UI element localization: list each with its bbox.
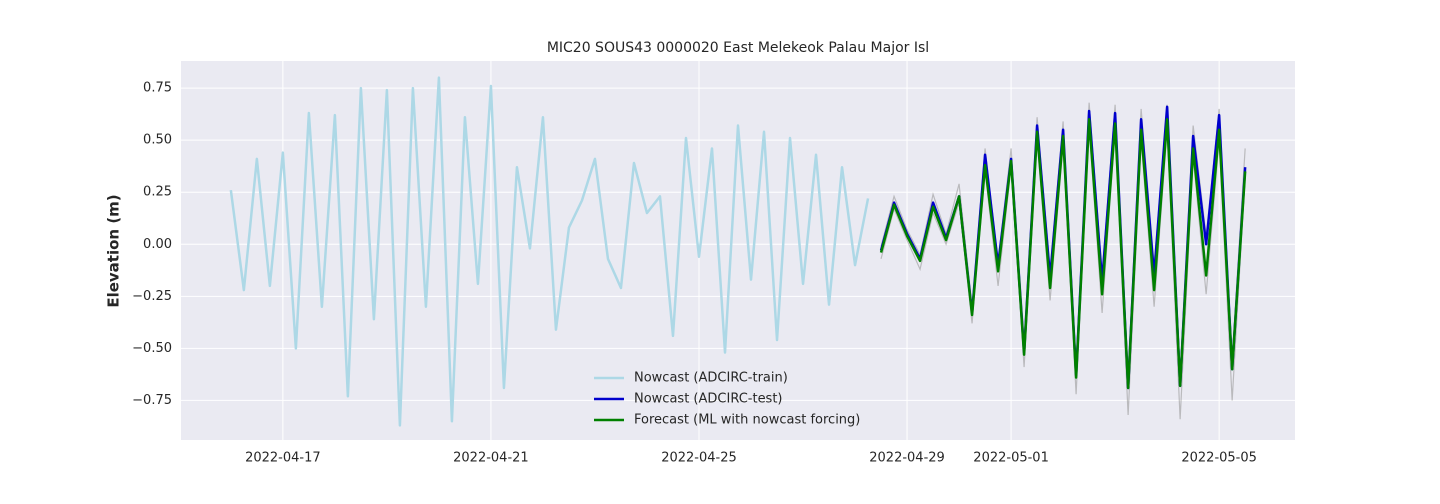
x-tick-label: 2022-04-29 — [869, 451, 945, 466]
y-tick-label: 0.25 — [143, 185, 172, 200]
series-line — [879, 118, 1247, 390]
x-tick-label: 2022-04-17 — [245, 451, 321, 466]
y-axis-label: Elevation (m) — [105, 194, 123, 307]
y-tick-label: −0.50 — [132, 341, 172, 356]
y-tick-label: −0.75 — [132, 393, 172, 408]
chart-title: MIC20 SOUS43 0000020 East Melekeok Palau… — [547, 40, 929, 56]
marks — [229, 76, 1247, 427]
series-line — [229, 76, 870, 427]
y-tick-label: 0.00 — [143, 237, 172, 252]
x-tick-label: 2022-04-21 — [453, 451, 529, 466]
legend-label: Nowcast (ADCIRC-test) — [634, 392, 783, 407]
y-tick-label: −0.25 — [132, 289, 172, 304]
legend-label: Forecast (ML with nowcast forcing) — [634, 413, 860, 428]
plot-area — [181, 61, 1295, 440]
y-tick-label: 0.75 — [143, 81, 172, 96]
legend-label: Nowcast (ADCIRC-train) — [634, 371, 788, 386]
y-tick-label: 0.50 — [143, 133, 172, 148]
x-tick-label: 2022-04-25 — [661, 451, 737, 466]
x-tick-label: 2022-05-05 — [1181, 451, 1257, 466]
x-tick-label: 2022-05-01 — [973, 451, 1049, 466]
